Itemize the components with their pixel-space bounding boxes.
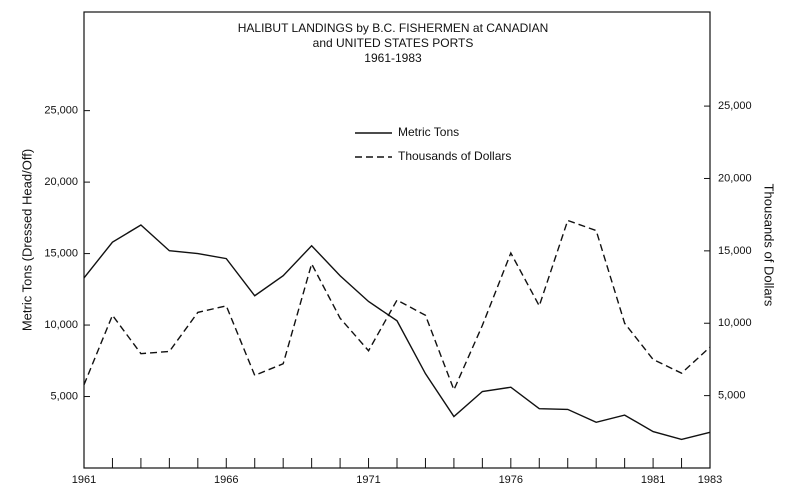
y-axis-label: Metric Tons (Dressed Head/Off) <box>19 149 34 331</box>
chart-title: and UNITED STATES PORTS <box>313 36 474 50</box>
y2-tick-label: 25,000 <box>718 100 752 112</box>
line-series <box>83 224 711 441</box>
y2-axis-label: Thousands of Dollars <box>762 184 777 307</box>
y2-tick-label: 5,000 <box>718 390 746 402</box>
chart-title: 1961-1983 <box>364 51 422 65</box>
x-tick-label: 1983 <box>698 474 722 486</box>
legend-label: Metric Tons <box>398 125 459 139</box>
y-tick-label: 25,000 <box>44 105 78 117</box>
x-tick-label: 1961 <box>72 474 96 486</box>
y-tick-label: 10,000 <box>44 319 78 331</box>
y-tick-label: 15,000 <box>44 247 78 259</box>
y-tick-label: 20,000 <box>44 176 78 188</box>
x-tick-label: 1966 <box>214 474 238 486</box>
x-tick-label: 1976 <box>499 474 523 486</box>
x-tick-label: 1981 <box>641 474 665 486</box>
chart-title: HALIBUT LANDINGS by B.C. FISHERMEN at CA… <box>238 21 549 35</box>
y2-tick-label: 15,000 <box>718 245 752 257</box>
y-tick-label: 5,000 <box>50 390 78 402</box>
legend-label: Thousands of Dollars <box>398 149 511 163</box>
line-series <box>83 219 711 392</box>
x-tick-label: 1971 <box>356 474 380 486</box>
y2-tick-label: 10,000 <box>718 317 752 329</box>
plot-frame <box>83 11 711 469</box>
y2-tick-label: 20,000 <box>718 172 752 184</box>
